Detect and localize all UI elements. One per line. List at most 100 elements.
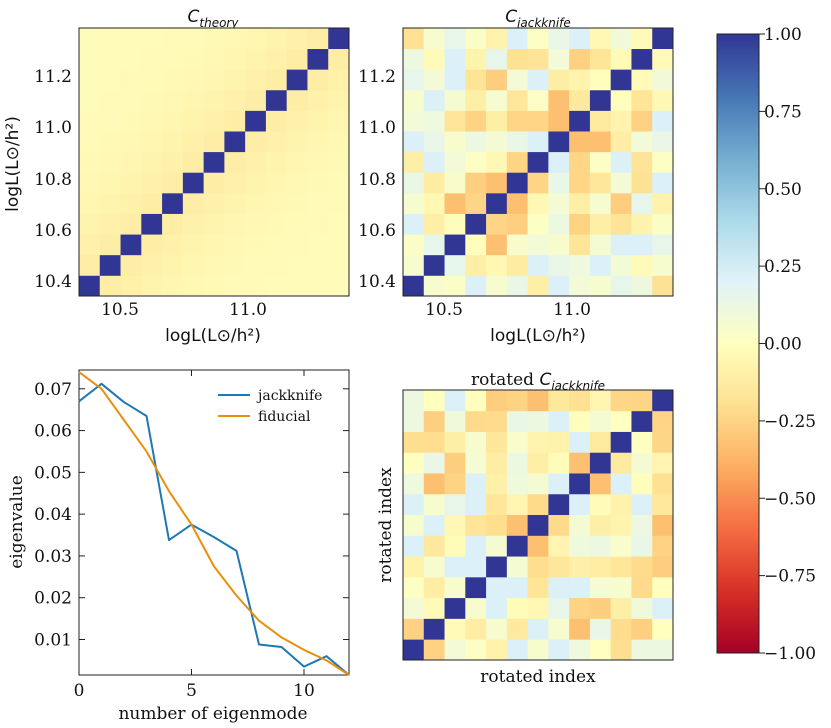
heatmap-cell [569,131,591,153]
heatmap-cell [589,597,612,619]
heatmap-cell [99,110,121,132]
heatmap-cell [527,151,549,173]
eigen-ytick: 0.07 [34,380,72,400]
heatmap-cell [203,275,225,297]
heatmap-cell [465,410,487,432]
heatmap-cell [548,69,570,91]
heatmap-cell [527,493,549,516]
heatmap-cell [224,110,246,132]
heatmap-cell [423,89,445,111]
rotated-xlabel: rotated index [480,667,596,687]
heatmap-cell [328,28,350,50]
heatmap-cell [286,151,308,173]
heatmap-cell [610,390,632,412]
heatmap-cell [548,234,570,256]
heatmap-cell [548,618,570,640]
heatmap-cell [589,110,612,132]
heatmap-cell [286,275,308,297]
heatmap-cell [631,431,653,453]
heatmap-cell [652,452,674,474]
heatmap-cell [403,390,425,412]
eigen-series [78,371,350,676]
heatmap-cell [569,535,591,557]
heatmap-cell [79,131,101,153]
heatmap-cell [403,410,425,432]
heatmap-cell [589,48,612,70]
heatmap-cell [506,452,529,474]
heatmap-cell [403,89,425,111]
heatmap-cell [548,192,570,214]
heatmap-cell [610,493,632,516]
rotated-frame [402,389,674,661]
heatmap-cell [527,410,549,432]
heatmap-cell [265,48,288,70]
heatmap-cell [589,576,612,599]
heatmap-cell [79,48,101,70]
heatmap-cell [610,234,632,256]
jackknife-ytick: 10.8 [358,170,396,190]
heatmap-cell [548,254,570,276]
heatmap-cell [423,618,445,640]
heatmap-cell [569,410,591,432]
heatmap-cell [589,151,612,173]
heatmap-cell [527,514,549,536]
heatmap-cell [652,431,674,453]
heatmap-cell [652,28,674,50]
heatmap-cell [589,535,612,557]
heatmap-cell [610,192,632,214]
heatmap-cell [569,172,591,194]
heatmap-cell [403,172,425,194]
heatmap-cell [569,576,591,599]
heatmap-cell [307,234,329,256]
heatmap-cell [631,410,653,432]
heatmap-cell [652,131,674,153]
heatmap-cell [120,254,142,276]
heatmap-cell [286,110,308,132]
heatmap-cell [631,234,653,256]
heatmap-cell [403,618,425,640]
heatmap-cell [527,390,549,412]
heatmap-cell [486,493,508,516]
heatmap-cell [506,275,529,297]
heatmap-cell [224,275,246,297]
heatmap-cell [486,234,508,256]
heatmap-cell [465,213,487,235]
eigen-tick-marks [78,370,349,675]
heatmap-cell [506,89,529,111]
heatmap-cell [527,275,549,297]
heatmap-cell [631,576,653,599]
heatmap-cell [403,473,425,495]
heatmap-cell [486,431,508,453]
heatmap-cell [307,151,329,173]
heatmap-cell [141,151,163,173]
heatmap-cell [631,597,653,619]
colorbar-tick-label: 0.50 [764,180,802,200]
heatmap-cell [465,234,487,256]
heatmap-cell [423,192,445,214]
heatmap-cell [589,493,612,516]
heatmap-cell [403,48,425,70]
heatmap-cell [631,48,653,70]
heatmap-cell [465,89,487,111]
heatmap-cell [423,493,445,516]
heatmap-cell [548,493,570,516]
heatmap-cell [423,597,445,619]
heatmap-cell [423,410,445,432]
heatmap-cell [465,172,487,194]
heatmap-cell [79,89,101,111]
heatmap-cell [286,28,308,50]
heatmap-cell [141,213,163,235]
heatmap-cell [486,556,508,578]
heatmap-cell [120,69,142,91]
heatmap-cell [610,254,632,276]
heatmap-cell [610,556,632,578]
heatmap-cell [652,576,674,599]
heatmap-cell [486,597,508,619]
heatmap-cell [265,28,288,50]
jackknife-xtick: 11.0 [553,300,591,320]
jackknife-xtick: 10.5 [425,300,463,320]
heatmap-cell [162,89,184,111]
heatmap-cell [631,131,653,153]
heatmap-cell [506,28,529,50]
heatmap-cell [569,618,591,640]
